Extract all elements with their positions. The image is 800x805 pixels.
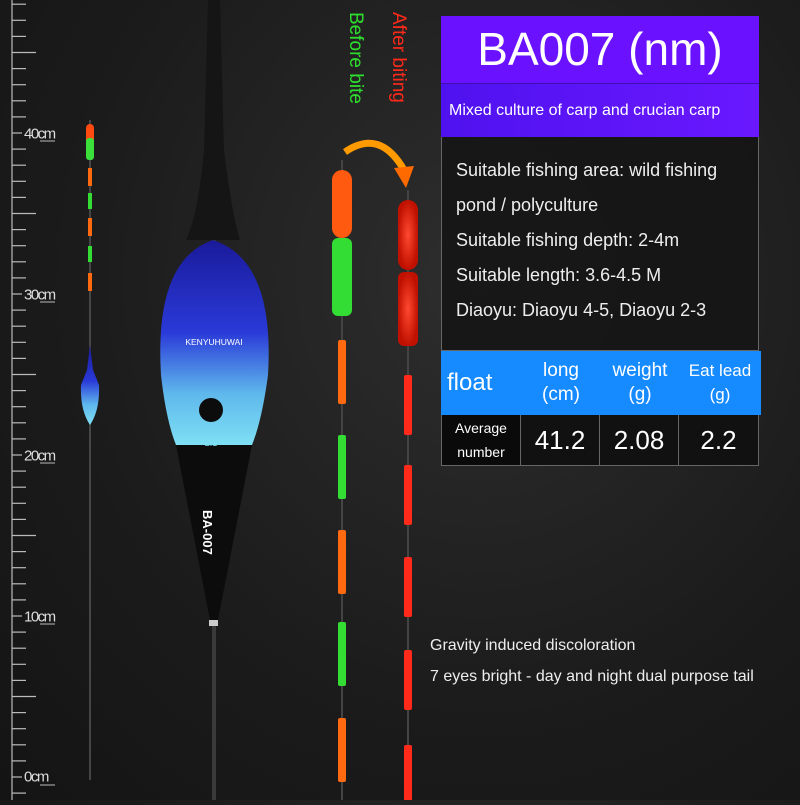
light-segment <box>404 375 412 435</box>
light-segment <box>404 465 412 525</box>
brand-text: KENYUHUWAI <box>185 337 242 347</box>
spec-line: Suitable fishing depth: 2-4m <box>456 230 680 250</box>
cell-weight: 2.08 <box>600 415 679 465</box>
spec-panel: BA007 (nm) Mixed culture of carp and cru… <box>441 16 761 466</box>
ruler-label: 40cm <box>24 125 56 143</box>
table-row: Average number 41.2 2.08 2.2 <box>441 415 759 466</box>
light-segment <box>404 745 412 800</box>
spec-line: Suitable fishing area: wild fishing <box>456 160 718 180</box>
cat-icon <box>199 398 223 422</box>
spec-title: BA007 (nm) <box>441 16 759 83</box>
light-segment <box>338 718 346 782</box>
ruler-label: 20cm <box>24 447 56 465</box>
big-float: KENYUHUWAI BA-007 2.1 <box>160 0 269 800</box>
badge-text: 2.1 <box>205 438 218 448</box>
spec-line: Suitable length: 3.6-4.5 M <box>456 265 662 285</box>
after-biting-tip <box>398 190 418 800</box>
cell-eat-lead: 2.2 <box>700 424 737 455</box>
ruler-label: 10cm <box>24 608 56 626</box>
model-text: BA-007 <box>200 510 215 555</box>
footer-line: Gravity induced discoloration <box>430 637 636 654</box>
small-float <box>80 120 100 780</box>
spec-line: pond / polyculture <box>456 195 599 215</box>
after-biting-label: After biting <box>388 12 409 103</box>
row-label: Average number <box>442 415 521 465</box>
ruler-ticks <box>11 0 55 800</box>
ruler: 40cm 30cm 20cm 10cm 0cm <box>0 0 80 800</box>
spec-line: Diaoyu: Diaoyu 4-5, Diaoyu 2-3 <box>456 300 707 320</box>
header-eat-lead: Eat lead (g) <box>688 361 752 404</box>
before-bite-tip <box>332 160 352 800</box>
light-segment <box>338 435 346 499</box>
header-weight: weight (g) <box>612 360 668 405</box>
spec-details: Suitable fishing area: wild fishing pond… <box>441 137 759 351</box>
ruler-label: 30cm <box>24 286 56 304</box>
light-segment <box>404 650 412 710</box>
cell-long: 41.2 <box>521 415 600 465</box>
light-segment <box>338 622 346 686</box>
light-segment <box>404 557 412 617</box>
header-float: float <box>447 369 493 396</box>
arrow-head-icon <box>394 166 414 188</box>
before-bite-label: Before bite <box>345 12 366 104</box>
spec-subtitle: Mixed culture of carp and crucian carp <box>441 83 759 137</box>
table-header: float long (cm) weight (g) Eat lead (g) <box>441 351 761 415</box>
ruler-label: 0cm <box>24 768 49 786</box>
footer-line: 7 eyes bright - day and night dual purpo… <box>430 668 754 685</box>
header-long: long (cm) <box>542 360 580 405</box>
light-segment <box>338 530 346 594</box>
light-segment <box>338 340 346 404</box>
curved-arrow-icon <box>343 139 408 172</box>
